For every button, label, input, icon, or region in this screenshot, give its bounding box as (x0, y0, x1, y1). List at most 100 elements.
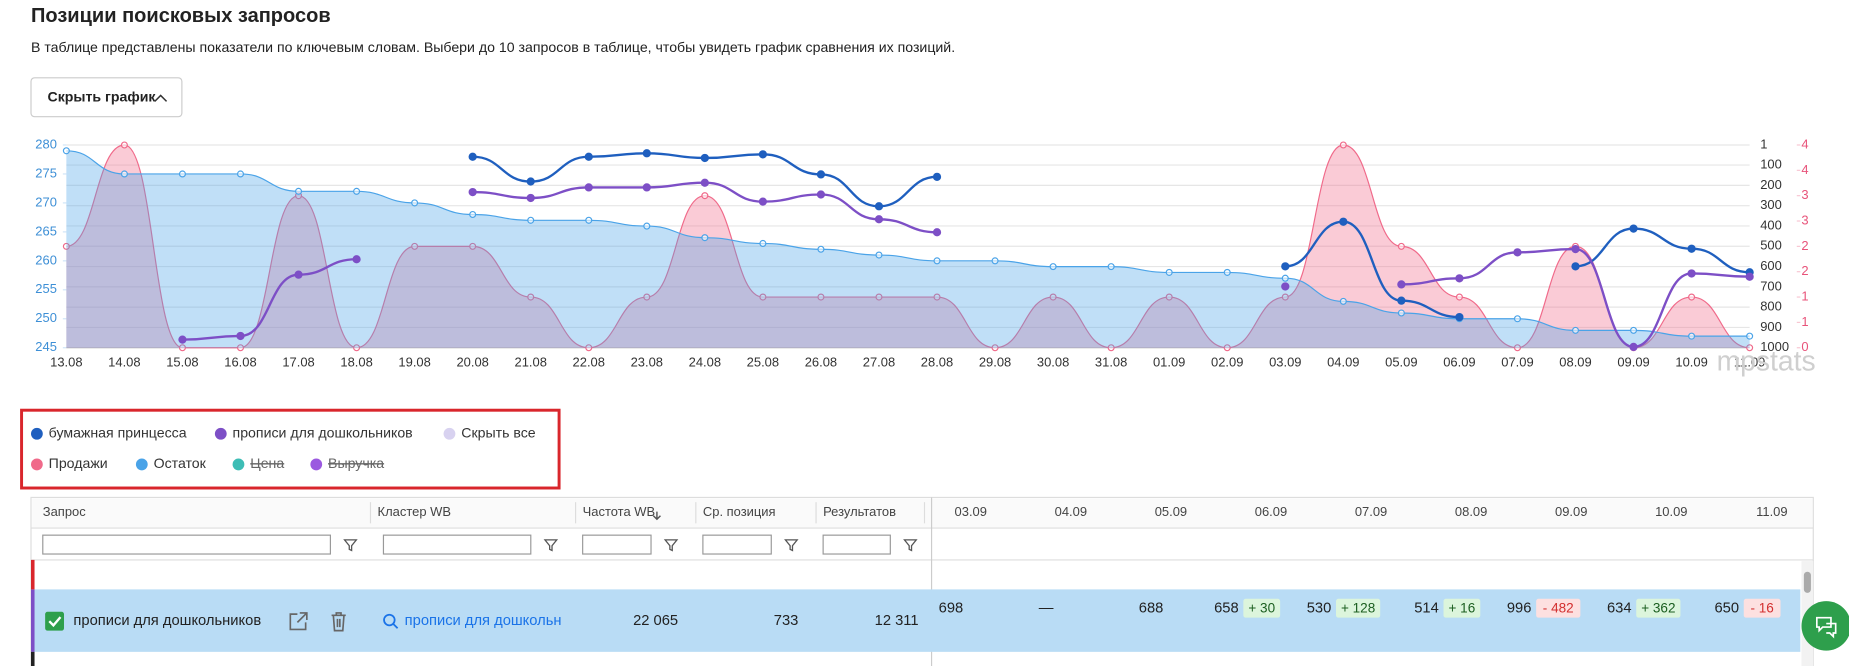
data-point[interactable] (178, 344, 186, 352)
data-point[interactable] (411, 242, 419, 250)
legend-label[interactable]: Выручка (328, 455, 384, 471)
data-point[interactable] (991, 344, 999, 352)
row-checkbox[interactable] (45, 611, 65, 631)
data-point[interactable] (1745, 272, 1754, 281)
data-point[interactable] (933, 293, 941, 301)
data-point[interactable] (875, 251, 883, 259)
data-point[interactable] (1571, 244, 1580, 254)
data-point[interactable] (1746, 332, 1754, 340)
data-point[interactable] (1339, 297, 1347, 305)
legend-label[interactable]: бумажная принцесса (49, 425, 187, 441)
data-point[interactable] (1165, 268, 1173, 276)
data-point[interactable] (1746, 344, 1754, 352)
data-point[interactable] (120, 141, 128, 149)
legend-label[interactable]: прописи для дошкольников (233, 425, 413, 441)
data-point[interactable] (1688, 332, 1696, 340)
data-point[interactable] (758, 150, 768, 159)
data-point[interactable] (759, 239, 767, 248)
data-point[interactable] (236, 170, 245, 178)
data-point[interactable] (1049, 293, 1057, 301)
data-point[interactable] (701, 192, 709, 200)
data-point[interactable] (1629, 342, 1638, 352)
data-point[interactable] (1049, 263, 1057, 271)
data-point[interactable] (932, 172, 942, 181)
data-point[interactable] (62, 242, 70, 250)
data-point[interactable] (178, 170, 186, 178)
data-point[interactable] (700, 153, 709, 163)
data-point[interactable] (1281, 274, 1289, 282)
data-point[interactable] (1455, 312, 1464, 322)
button-label[interactable]: Скрыть график (48, 89, 157, 105)
legend-marker[interactable] (214, 427, 227, 440)
button-frame[interactable] (30, 77, 183, 118)
data-point[interactable] (1630, 326, 1638, 334)
data-point[interactable] (62, 147, 70, 155)
filter-icon[interactable] (663, 539, 679, 552)
data-point[interactable] (411, 199, 419, 207)
data-point[interactable] (875, 293, 883, 301)
data-point[interactable] (1687, 269, 1696, 278)
legend-marker[interactable] (443, 427, 456, 440)
data-point[interactable] (526, 193, 535, 203)
legend-label[interactable]: Остаток (154, 455, 207, 471)
data-point[interactable] (1339, 217, 1348, 226)
column-header[interactable]: Ср. позиция (703, 504, 776, 519)
column-header[interactable]: Кластер WB (378, 504, 451, 519)
data-point[interactable] (178, 335, 187, 344)
scrollbar-thumb[interactable] (1803, 571, 1811, 593)
column-header[interactable]: Результатов (823, 504, 896, 519)
data-point[interactable] (758, 197, 768, 206)
data-point[interactable] (295, 187, 303, 195)
data-point[interactable] (1629, 224, 1638, 233)
legend-marker[interactable] (30, 458, 43, 471)
legend-marker[interactable] (232, 458, 245, 471)
data-point[interactable] (874, 215, 884, 224)
data-point[interactable] (643, 293, 651, 301)
data-point[interactable] (816, 190, 826, 199)
data-point[interactable] (527, 216, 535, 224)
filter-icon[interactable] (903, 539, 918, 552)
chat-circle[interactable] (1801, 601, 1849, 651)
data-point[interactable] (1513, 315, 1521, 323)
data-point[interactable] (585, 344, 593, 352)
data-point[interactable] (1455, 274, 1464, 283)
legend-item[interactable]: Скрыть все (443, 425, 536, 441)
filter-input[interactable] (382, 534, 532, 555)
data-point[interactable] (1397, 309, 1405, 317)
data-point[interactable] (642, 183, 651, 192)
chat-button[interactable] (1801, 601, 1849, 651)
sort-icon[interactable] (652, 511, 661, 521)
data-point[interactable] (816, 170, 826, 179)
data-point[interactable] (236, 331, 245, 341)
data-point[interactable] (468, 152, 477, 161)
legend-label[interactable]: Скрыть все (461, 425, 536, 441)
filter-input[interactable] (702, 534, 772, 555)
data-point[interactable] (468, 187, 477, 197)
filter-icon[interactable] (343, 539, 358, 552)
data-point[interactable] (1281, 262, 1290, 271)
data-point[interactable] (642, 149, 651, 158)
legend-marker[interactable] (135, 458, 148, 471)
filter-input[interactable] (42, 534, 331, 555)
data-point[interactable] (120, 170, 128, 178)
legend-item[interactable]: Продажи (30, 455, 108, 471)
data-point[interactable] (1223, 268, 1231, 276)
data-point[interactable] (1281, 293, 1289, 301)
data-point[interactable] (584, 183, 593, 192)
open-link-icon[interactable] (289, 612, 308, 631)
data-point[interactable] (353, 344, 361, 352)
data-point[interactable] (353, 187, 361, 195)
data-point[interactable] (817, 245, 825, 253)
data-point[interactable] (1571, 262, 1580, 271)
legend-item[interactable]: Остаток (135, 455, 207, 471)
data-point[interactable] (584, 152, 593, 161)
delete-icon[interactable] (331, 612, 346, 632)
data-point[interactable] (643, 222, 651, 230)
data-point[interactable] (700, 178, 709, 187)
data-point[interactable] (294, 270, 303, 279)
data-point[interactable] (585, 216, 593, 224)
data-point[interactable] (1397, 280, 1406, 289)
legend-label[interactable]: Продажи (49, 455, 108, 471)
selected-row[interactable] (32, 589, 1801, 652)
filter-input[interactable] (582, 534, 652, 555)
